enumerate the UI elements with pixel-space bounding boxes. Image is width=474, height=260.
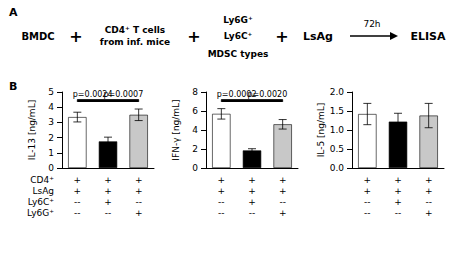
- svg-text:+: +: [218, 175, 226, 185]
- svg-text:--: --: [218, 208, 225, 218]
- svg-text:+: +: [74, 186, 82, 196]
- svg-text:4: 4: [192, 125, 198, 135]
- svg-text:1.5: 1.5: [330, 106, 344, 116]
- svg-text:LsAg: LsAg: [32, 186, 54, 196]
- svg-text:CD4⁺: CD4⁺: [30, 175, 54, 185]
- svg-text:8: 8: [192, 87, 198, 97]
- svg-text:--: --: [74, 208, 81, 218]
- svg-text:+: +: [135, 208, 143, 218]
- svg-text:from inf. mice: from inf. mice: [100, 37, 170, 47]
- svg-text:+: +: [248, 197, 256, 207]
- svg-text:--: --: [425, 197, 432, 207]
- svg-text:+: +: [364, 186, 372, 196]
- svg-text:Ly6G⁺: Ly6G⁺: [27, 208, 54, 218]
- svg-text:+: +: [104, 197, 112, 207]
- svg-text:Ly6C⁺: Ly6C⁺: [224, 31, 253, 41]
- svg-text:6: 6: [192, 106, 198, 116]
- svg-text:1: 1: [48, 148, 54, 158]
- svg-text:--: --: [395, 208, 402, 218]
- svg-text:--: --: [74, 197, 81, 207]
- svg-text:--: --: [218, 197, 225, 207]
- svg-text:+: +: [425, 208, 433, 218]
- svg-text:p=0.0024: p=0.0024: [72, 90, 113, 100]
- svg-text:--: --: [105, 208, 112, 218]
- svg-text:+: +: [74, 175, 82, 185]
- svg-text:--: --: [135, 197, 142, 207]
- svg-text:3: 3: [48, 117, 54, 127]
- svg-text:--: --: [279, 197, 286, 207]
- svg-text:IL-5 [ng/mL]: IL-5 [ng/mL]: [316, 103, 326, 158]
- svg-text:0: 0: [192, 163, 198, 173]
- svg-text:p=0.0002: p=0.0002: [216, 90, 257, 100]
- svg-text:2.0: 2.0: [330, 87, 345, 97]
- svg-text:+: +: [218, 186, 226, 196]
- svg-text:MDSC types: MDSC types: [208, 49, 269, 59]
- svg-text:+: +: [69, 27, 82, 46]
- svg-text:2: 2: [192, 144, 198, 154]
- svg-text:+: +: [104, 175, 112, 185]
- svg-text:+: +: [275, 27, 288, 46]
- svg-text:0: 0: [48, 163, 54, 173]
- svg-text:4: 4: [48, 102, 54, 112]
- svg-text:+: +: [187, 27, 200, 46]
- svg-text:+: +: [279, 208, 287, 218]
- svg-text:+: +: [279, 186, 287, 196]
- svg-text:--: --: [364, 197, 371, 207]
- svg-text:IL-13 [ng/mL]: IL-13 [ng/mL]: [27, 100, 37, 160]
- svg-text:+: +: [248, 175, 256, 185]
- svg-text:+: +: [394, 186, 402, 196]
- svg-text:5: 5: [48, 87, 54, 97]
- svg-text:+: +: [104, 186, 112, 196]
- svg-text:p=0.0007: p=0.0007: [103, 90, 143, 99]
- svg-text:IFN-γ [ng/mL]: IFN-γ [ng/mL]: [171, 99, 181, 160]
- svg-text:ELISA: ELISA: [410, 30, 446, 43]
- svg-text:BMDC: BMDC: [21, 31, 54, 42]
- svg-text:Ly6C⁺: Ly6C⁺: [28, 197, 55, 207]
- svg-text:+: +: [248, 186, 256, 196]
- svg-text:+: +: [394, 197, 402, 207]
- svg-text:LsAg: LsAg: [303, 30, 333, 43]
- svg-text:A: A: [9, 6, 18, 19]
- svg-text:0.0: 0.0: [330, 163, 345, 173]
- svg-text:72h: 72h: [363, 19, 380, 29]
- svg-text:p=0.0020: p=0.0020: [247, 90, 287, 99]
- svg-text:+: +: [279, 175, 287, 185]
- svg-text:2: 2: [48, 133, 54, 143]
- svg-text:+: +: [425, 186, 433, 196]
- svg-text:+: +: [425, 175, 433, 185]
- svg-text:--: --: [249, 208, 256, 218]
- svg-text:CD4⁺ T cells: CD4⁺ T cells: [105, 25, 165, 35]
- svg-text:+: +: [394, 175, 402, 185]
- svg-text:Ly6G⁺: Ly6G⁺: [223, 15, 253, 25]
- svg-text:0.5: 0.5: [330, 144, 344, 154]
- svg-text:+: +: [135, 175, 143, 185]
- svg-text:+: +: [135, 186, 143, 196]
- svg-text:1.0: 1.0: [330, 125, 345, 135]
- svg-text:+: +: [364, 175, 372, 185]
- svg-text:B: B: [9, 80, 17, 93]
- svg-text:--: --: [364, 208, 371, 218]
